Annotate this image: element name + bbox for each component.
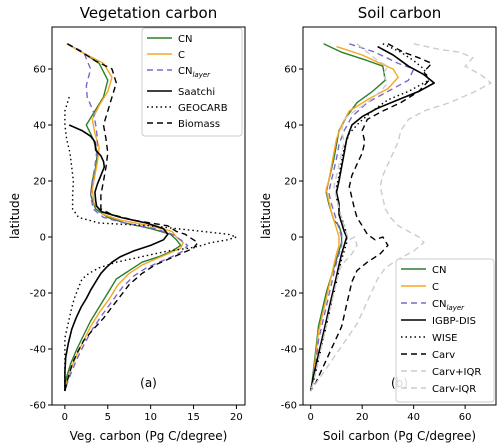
y-tick-label: 20 bbox=[284, 177, 297, 188]
series-group bbox=[309, 43, 492, 392]
y-tick-label: 0 bbox=[40, 233, 46, 244]
y-tick-label: -40 bbox=[281, 345, 297, 356]
legend-label-subscript: layer bbox=[446, 304, 465, 312]
x-tick-label: 20 bbox=[356, 412, 369, 423]
series-line-cn-layer bbox=[64, 43, 189, 392]
x-tick-label: 60 bbox=[459, 412, 472, 423]
legend-label: GEOCARB bbox=[178, 103, 228, 114]
series-line-cn-layer bbox=[310, 43, 415, 392]
x-tick-label: 0 bbox=[62, 412, 68, 423]
legend-label: Biomass bbox=[178, 119, 220, 130]
series-line-carv-iqr bbox=[310, 43, 389, 392]
series-line-igbp-dis bbox=[309, 45, 435, 392]
series-line-biomass bbox=[64, 43, 199, 392]
y-tick-label: -60 bbox=[281, 401, 297, 412]
x-axis-label: Veg. carbon (Pg C/degree) bbox=[70, 429, 228, 443]
y-tick-label: -60 bbox=[30, 401, 46, 412]
series-line-carv bbox=[310, 43, 433, 392]
legend-label: WISE bbox=[432, 333, 458, 344]
x-tick-label: 40 bbox=[407, 412, 420, 423]
legend-label: Carv-IQR bbox=[432, 384, 476, 395]
legend-label: Saatchi bbox=[178, 87, 215, 98]
series-line-cn bbox=[310, 43, 386, 392]
legend-box bbox=[141, 27, 243, 137]
series-line-c bbox=[310, 45, 399, 392]
y-tick-label: 20 bbox=[33, 177, 46, 188]
x-tick-label: 0 bbox=[308, 412, 314, 423]
y-axis-label: latitude bbox=[8, 193, 22, 239]
x-tick-label: 5 bbox=[105, 412, 111, 423]
series-line-carv-iqr bbox=[310, 43, 492, 392]
legend-box bbox=[395, 258, 495, 403]
x-axis-label: Soil carbon (Pg C/degree) bbox=[323, 429, 476, 443]
x-tick-label: 20 bbox=[230, 412, 243, 423]
legend-label-main: CN bbox=[178, 66, 192, 77]
panel-label: (a) bbox=[140, 376, 157, 390]
chart-title: Vegetation carbon bbox=[80, 4, 217, 22]
chart-title: Soil carbon bbox=[358, 4, 442, 22]
x-tick-label: 15 bbox=[187, 412, 200, 423]
legend-label: CN bbox=[178, 34, 192, 45]
y-tick-label: 60 bbox=[284, 65, 297, 76]
y-axis-label: latitude bbox=[259, 193, 273, 239]
legend-label: C bbox=[178, 50, 185, 61]
legend-label: CN bbox=[432, 265, 446, 276]
series-group bbox=[64, 43, 238, 392]
soil-carbon-panel: Soil carbon 0 20 40 60 -60 -40 -20 0 20 40 60 Soil c… bbox=[259, 4, 497, 443]
y-tick-label: 60 bbox=[33, 65, 46, 76]
y-tick-label: -20 bbox=[30, 289, 46, 300]
legend-label-main: CN bbox=[432, 299, 446, 310]
series-line-saatchi bbox=[64, 124, 169, 391]
y-tick-label: 0 bbox=[291, 233, 297, 244]
series-line-geocarb bbox=[64, 96, 238, 391]
legend-label-subscript: layer bbox=[192, 71, 211, 79]
legend-label: IGBP-DIS bbox=[432, 316, 476, 327]
plot-frame bbox=[302, 26, 497, 406]
legend-label: CNlayer bbox=[432, 299, 465, 312]
y-tick-label: -40 bbox=[30, 345, 46, 356]
y-tick-label: -20 bbox=[281, 289, 297, 300]
plot-frame bbox=[51, 26, 246, 406]
series-line-c bbox=[64, 43, 184, 392]
y-tick-label: 40 bbox=[284, 121, 297, 132]
y-tick-label: 40 bbox=[33, 121, 46, 132]
legend-label: Carv+IQR bbox=[432, 367, 481, 378]
x-tick-label: 10 bbox=[144, 412, 157, 423]
legend-label: C bbox=[432, 282, 439, 293]
legend-label: Carv bbox=[432, 350, 455, 361]
legend-label: CNlayer bbox=[178, 66, 211, 79]
vegetation-carbon-panel: Vegetation carbon 0 5 10 15 20 -60 -40 -20 0 20 40 6… bbox=[8, 4, 246, 443]
